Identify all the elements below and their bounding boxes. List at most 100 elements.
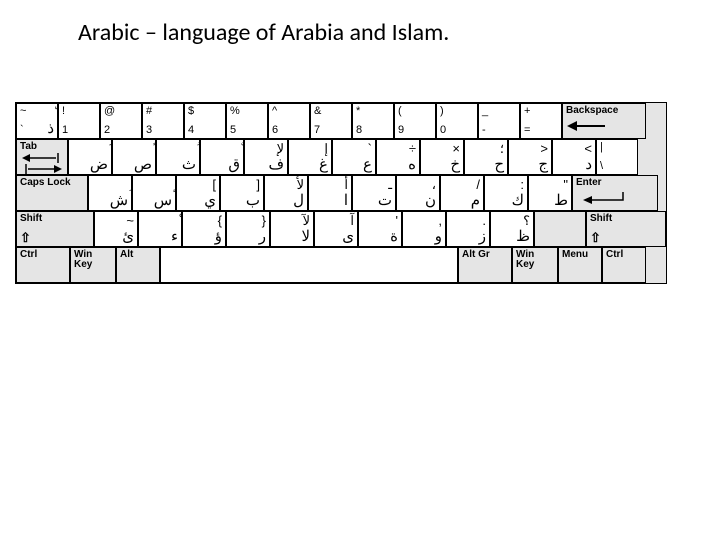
key-bottom-right: س (154, 193, 172, 208)
key-top-left: ^ (272, 106, 277, 117)
backspace-arrow-icon (567, 120, 607, 132)
key-bottom-left: = (524, 125, 530, 136)
key: *8 (352, 103, 394, 139)
key: _- (478, 103, 520, 139)
spacebar-key (160, 247, 458, 283)
key-bottom-right: ؤ (215, 229, 222, 244)
key: ^6 (268, 103, 310, 139)
key-top-right: " (563, 178, 568, 191)
key: لأل (264, 175, 308, 211)
key-top-left: ! (62, 106, 65, 117)
key-bottom-left: 6 (272, 125, 278, 136)
key-top-right: : (520, 178, 524, 191)
key-label: Tab (20, 142, 37, 152)
key-top-right: ` (368, 142, 372, 155)
key-top-left: & (314, 106, 321, 117)
key-top-left: % (230, 106, 240, 117)
key-bottom-right: ه (408, 157, 416, 172)
key-label: Caps Lock (20, 178, 71, 188)
keyboard-row-3: Caps Lockِشٍس[ي]بلألأاـت،ن/م:ك"طEnter (16, 175, 666, 211)
keyboard-row-4: Shift⇧~ئْء{ؤ}رلآلاآى'ة,و.ز؟ظShift⇧ (16, 211, 666, 247)
key-bottom-right: ي (204, 193, 216, 208)
keyboard-row-5: CtrlWin KeyAltAlt GrWin KeyMenuCtrl (16, 247, 666, 283)
key: )0 (436, 103, 478, 139)
key-label: Backspace (566, 106, 618, 116)
key: ]ب (220, 175, 264, 211)
key: ؟ظ (490, 211, 534, 247)
key-top-left: # (146, 106, 152, 117)
key-bottom-right: ق (228, 157, 240, 172)
key-bottom-right: و (435, 229, 442, 244)
key-top-right: < (584, 142, 592, 155)
key-top-right: ~ (126, 214, 134, 227)
key-top-right: . (482, 214, 486, 227)
key: /م (440, 175, 484, 211)
key-label: Win Key (516, 250, 554, 270)
key-top-right: ـ (388, 178, 392, 191)
key-bottom-right: ئ (122, 229, 134, 244)
arabic-keyboard-layout: ~ّ`ذ!1@2#3$4%5^6&7*8(9)0_-+=Backspace Ta… (15, 102, 667, 284)
key: "ط (528, 175, 572, 211)
key: ,و (402, 211, 446, 247)
page-title: Arabic – language of Arabia and Islam. (78, 18, 720, 47)
key: 'ة (358, 211, 402, 247)
key-bottom-left: ` (20, 125, 24, 136)
key: ~ئ (94, 211, 138, 247)
key-bottom-right: م (471, 193, 480, 208)
key-bottom-right: ذ (47, 121, 54, 136)
caps-lock-key: Caps Lock (16, 175, 88, 211)
ctrl-key: Ctrl (16, 247, 70, 283)
key-bottom-right: ك (512, 193, 524, 208)
key-bottom-right: ع (363, 157, 372, 172)
key-bottom-right: ح (494, 157, 504, 172)
ctrl-key: Ctrl (602, 247, 646, 283)
key-top-right: × (452, 142, 460, 155)
key: ×خ (420, 139, 464, 175)
menu-key: Menu (558, 247, 602, 283)
key: += (520, 103, 562, 139)
key-bottom-right: ا (344, 193, 348, 208)
key-bottom-right: لا (301, 229, 310, 244)
key-top-right: ؛ (500, 142, 504, 155)
key: ِش (88, 175, 132, 211)
key-label: Ctrl (20, 250, 37, 260)
key: %5 (226, 103, 268, 139)
key-bottom-right: ر (259, 229, 266, 244)
backspace-key: Backspace (562, 103, 646, 139)
key-label: Ctrl (606, 250, 623, 260)
key-bottom-right: خ (450, 157, 460, 172)
key: #3 (142, 103, 184, 139)
key: &7 (310, 103, 352, 139)
key-bottom-right: ن (425, 193, 436, 208)
key: }ر (226, 211, 270, 247)
key-bottom-left: - (482, 125, 486, 136)
keyboard-row-1: ~ّ`ذ!1@2#3$4%5^6&7*8(9)0_-+=Backspace (16, 103, 666, 139)
key: [ي (176, 175, 220, 211)
key: ؛ح (464, 139, 508, 175)
key: !1 (58, 103, 100, 139)
shift-arrow-icon: ⇧ (20, 231, 31, 244)
key-top-right: ؟ (523, 214, 530, 227)
key-top-right: / (476, 178, 480, 191)
key-top-left: _ (482, 106, 488, 117)
key-bottom-left: 2 (104, 125, 110, 136)
key: <د (552, 139, 596, 175)
shift-arrow-icon: ⇧ (590, 231, 601, 244)
key: ~ّ`ذ (16, 103, 58, 139)
key-top-right: ' (396, 214, 398, 227)
tab-arrows-icon (20, 152, 64, 174)
win-key-key: Win Key (512, 247, 558, 283)
key-top-right: ÷ (409, 142, 416, 155)
key-bottom-left: 9 (398, 125, 404, 136)
key-top-left: ~ (20, 106, 26, 117)
key-label: Shift (20, 214, 42, 224)
key-bottom-right: ظ (516, 229, 530, 244)
key-bottom-left: \ (600, 161, 603, 172)
key: `ع (332, 139, 376, 175)
key-top-right: أ (344, 178, 348, 191)
key-bottom-right: ش (110, 193, 128, 208)
alt-key: Alt (116, 247, 160, 283)
key-top-left: ) (440, 106, 444, 117)
keyboard-row-2: Tabَضًصُثٌقلإفإغ`ع÷ه×خ؛ح>ج<د|\ (16, 139, 666, 175)
key: ُث (156, 139, 200, 175)
